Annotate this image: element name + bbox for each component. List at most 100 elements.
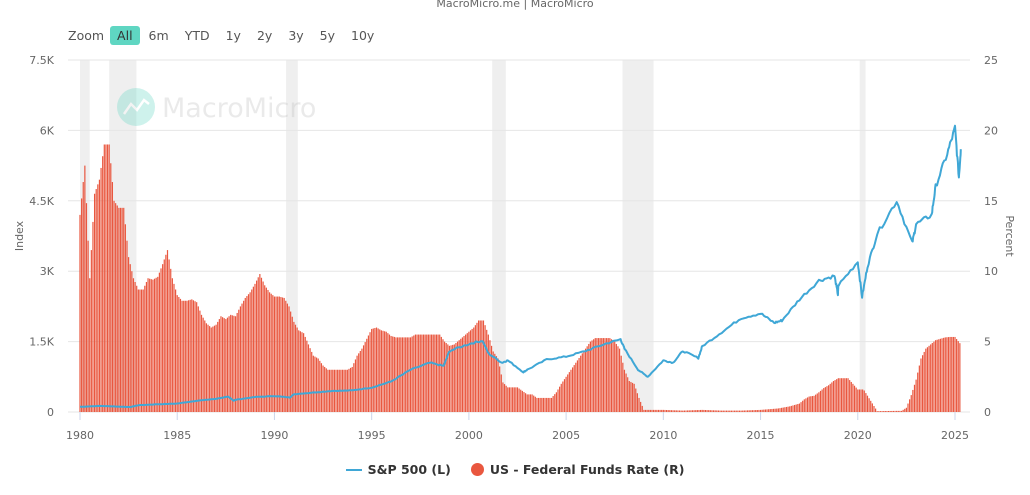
fed-funds-bar bbox=[959, 343, 961, 412]
fed-funds-bar bbox=[680, 410, 682, 412]
fed-funds-bar bbox=[815, 394, 817, 412]
fed-funds-bar bbox=[395, 337, 397, 412]
fed-funds-bar bbox=[785, 406, 788, 412]
x-tick-label: 2010 bbox=[649, 429, 677, 442]
fed-funds-bar bbox=[288, 306, 290, 412]
legend-item-fed-funds[interactable]: US - Federal Funds Rate (R) bbox=[470, 462, 684, 477]
fed-funds-bar bbox=[719, 410, 721, 412]
fed-funds-bar bbox=[424, 334, 426, 412]
fed-funds-bar bbox=[273, 296, 276, 412]
fed-funds-bar bbox=[453, 344, 455, 412]
fed-funds-bar bbox=[362, 345, 365, 412]
fed-funds-bar bbox=[123, 207, 125, 412]
fed-funds-bar bbox=[793, 404, 796, 412]
watermark-logo-icon bbox=[117, 88, 155, 126]
zoom-2y-button[interactable]: 2y bbox=[256, 28, 273, 43]
fed-funds-bar bbox=[800, 402, 802, 412]
fed-funds-bar bbox=[596, 338, 598, 412]
fed-funds-bar bbox=[730, 410, 732, 412]
x-tick-label: 2000 bbox=[455, 429, 483, 442]
zoom-6m-button[interactable]: 6m bbox=[148, 28, 169, 43]
fed-funds-bar bbox=[805, 398, 807, 412]
fed-funds-bar bbox=[189, 299, 191, 412]
fed-funds-bar bbox=[111, 182, 114, 412]
fed-funds-bar bbox=[795, 404, 797, 412]
fed-funds-bar bbox=[865, 393, 867, 412]
fed-funds-bar bbox=[758, 409, 760, 412]
fed-funds-bar bbox=[220, 316, 222, 412]
fed-funds-bar bbox=[751, 410, 754, 412]
fed-funds-bar bbox=[892, 410, 895, 412]
x-tick-label: 1980 bbox=[66, 429, 94, 442]
fed-funds-bar bbox=[555, 392, 557, 412]
fed-funds-bar bbox=[604, 338, 606, 412]
fed-funds-bar bbox=[570, 369, 572, 412]
fed-funds-bar bbox=[90, 250, 92, 412]
fed-funds-bar bbox=[392, 336, 394, 412]
fed-funds-bar bbox=[653, 409, 655, 412]
fed-funds-bar bbox=[102, 156, 104, 412]
zoom-1y-button[interactable]: 1y bbox=[225, 28, 241, 43]
fed-funds-bar bbox=[902, 409, 904, 412]
fed-funds-bar bbox=[106, 144, 109, 413]
fed-funds-bar bbox=[431, 334, 433, 412]
fed-funds-bar bbox=[939, 338, 942, 412]
zoom-3y-button[interactable]: 3y bbox=[288, 28, 304, 43]
fed-funds-bar bbox=[688, 410, 690, 412]
fed-funds-bar bbox=[826, 386, 828, 412]
fed-funds-bar bbox=[103, 144, 105, 413]
fed-funds-bar bbox=[97, 184, 99, 412]
fed-funds-bars bbox=[79, 144, 961, 413]
zoom-all-button[interactable]: All bbox=[110, 26, 140, 45]
fed-funds-bar bbox=[461, 337, 464, 412]
fed-funds-bar bbox=[610, 339, 613, 412]
x-tick-label: 1985 bbox=[163, 429, 191, 442]
fed-funds-bar bbox=[366, 338, 368, 412]
fed-funds-bar bbox=[525, 393, 527, 412]
fed-funds-bar bbox=[492, 351, 494, 412]
fed-funds-bar bbox=[622, 362, 624, 412]
fed-funds-bar bbox=[523, 392, 525, 412]
fed-funds-bar bbox=[703, 409, 705, 412]
fed-funds-bar bbox=[853, 385, 856, 412]
fed-funds-bar bbox=[832, 381, 835, 412]
fed-funds-bar bbox=[824, 387, 826, 412]
fed-funds-bar bbox=[696, 410, 698, 412]
fed-funds-bar bbox=[615, 343, 617, 412]
fed-funds-bar bbox=[633, 383, 635, 412]
fed-funds-bar bbox=[367, 335, 370, 412]
legend-item-sp500[interactable]: S&P 500 (L) bbox=[345, 462, 451, 477]
fed-funds-bar bbox=[630, 381, 632, 412]
fed-funds-bar bbox=[750, 410, 752, 412]
fed-funds-bar bbox=[121, 207, 123, 412]
y-right-tick-label: 10 bbox=[984, 265, 998, 278]
fed-funds-bar bbox=[674, 410, 676, 412]
fed-funds-bar bbox=[873, 405, 875, 412]
fed-funds-bar bbox=[559, 386, 561, 412]
fed-funds-bar bbox=[215, 324, 217, 412]
fed-funds-bar bbox=[771, 408, 773, 412]
fed-funds-bar bbox=[797, 404, 799, 412]
fed-funds-bar bbox=[225, 319, 227, 412]
fed-funds-bar bbox=[787, 406, 789, 412]
fed-funds-bar bbox=[142, 289, 144, 412]
fed-funds-bar bbox=[512, 387, 514, 412]
fed-funds-bar bbox=[850, 381, 852, 412]
fed-funds-bar bbox=[165, 254, 167, 412]
fed-funds-bar bbox=[586, 346, 588, 412]
fed-funds-bar bbox=[210, 327, 212, 412]
zoom-10y-button[interactable]: 10y bbox=[351, 28, 375, 43]
legend-label: S&P 500 (L) bbox=[367, 462, 451, 477]
fed-funds-bar bbox=[168, 259, 170, 412]
fed-funds-bar bbox=[145, 281, 148, 412]
fed-funds-bar bbox=[445, 343, 447, 412]
fed-funds-bar bbox=[839, 378, 841, 412]
fed-funds-bar bbox=[954, 336, 956, 412]
fed-funds-bar bbox=[583, 350, 585, 412]
fed-funds-bar bbox=[113, 200, 115, 412]
fed-funds-bar bbox=[941, 338, 943, 412]
zoom-ytd-button[interactable]: YTD bbox=[184, 28, 210, 43]
fed-funds-bar bbox=[265, 287, 267, 412]
zoom-5y-button[interactable]: 5y bbox=[319, 28, 336, 43]
fed-funds-bar bbox=[571, 367, 574, 412]
